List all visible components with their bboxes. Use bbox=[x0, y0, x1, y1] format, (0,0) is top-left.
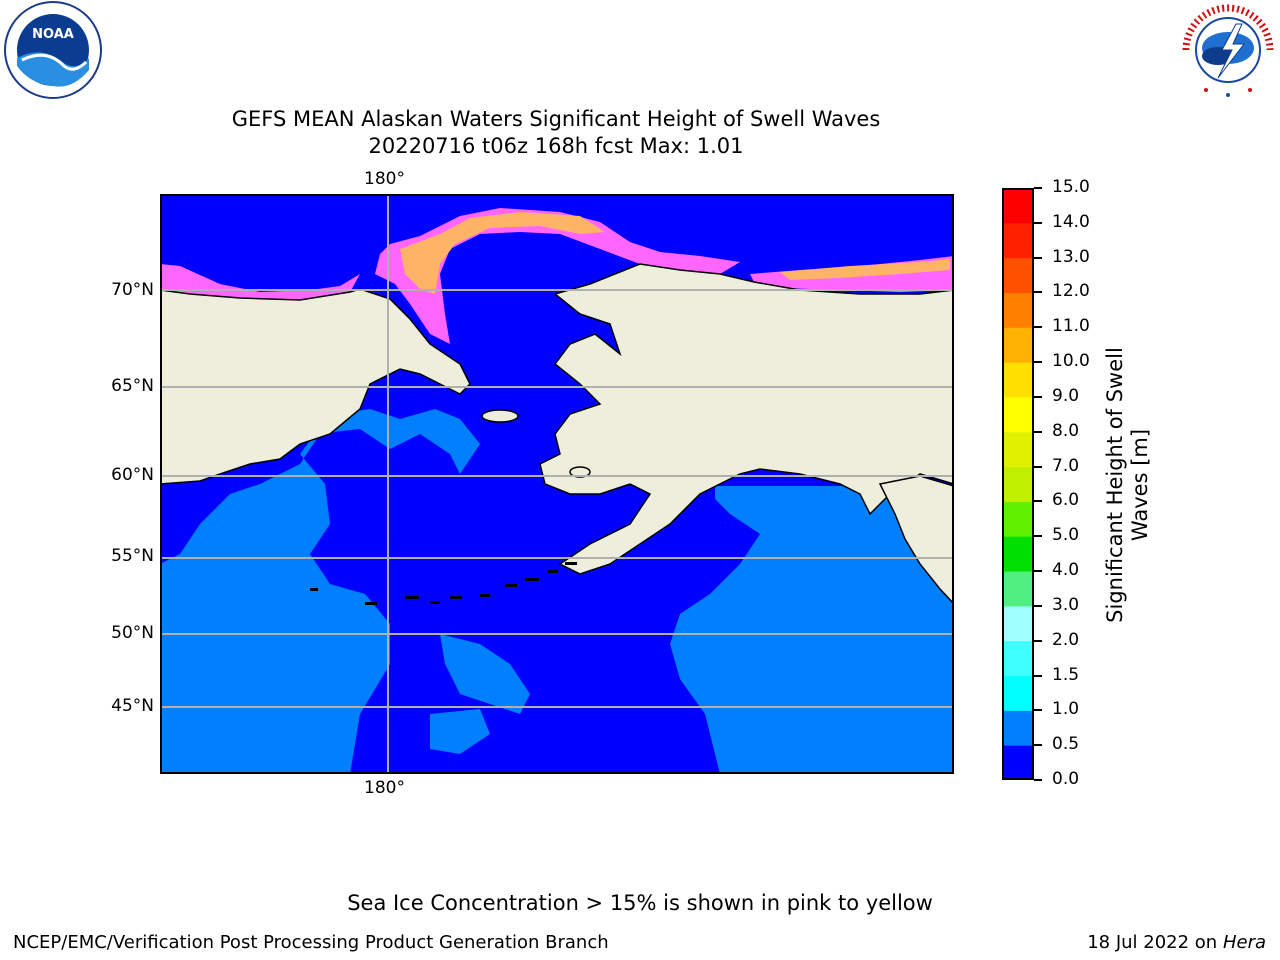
colorbar-frame bbox=[1002, 188, 1034, 780]
colorbar-label: Significant Height of Swell Waves [m] bbox=[1103, 347, 1152, 623]
colorbar-tick-label: 9.0 bbox=[1052, 385, 1080, 406]
colorbar-tick-label: 7.0 bbox=[1052, 455, 1080, 476]
colorbar-tick-mark bbox=[1034, 535, 1042, 538]
map-frame bbox=[160, 194, 954, 774]
colorbar-segment bbox=[1002, 257, 1034, 293]
colorbar-segment bbox=[1002, 605, 1034, 642]
colorbar-tick-mark bbox=[1034, 395, 1042, 398]
colorbar-tick-label: 1.0 bbox=[1052, 699, 1080, 720]
colorbar-tick-label: 4.0 bbox=[1052, 560, 1080, 581]
colorbar-segment bbox=[1002, 501, 1034, 537]
lat-label-60: 60°N bbox=[111, 465, 154, 485]
colorbar-tick-label: 14.0 bbox=[1052, 211, 1090, 232]
colorbar-tick-mark bbox=[1034, 291, 1042, 294]
land-alaska bbox=[539, 263, 955, 575]
lat-label-70: 70°N bbox=[111, 280, 154, 300]
colorbar-tick-label: 0.5 bbox=[1052, 734, 1080, 755]
colorbar-tick-label: 15.0 bbox=[1052, 177, 1090, 197]
ocean-light-south bbox=[430, 709, 490, 754]
colorbar-tick-label: 1.5 bbox=[1052, 664, 1080, 685]
colorbar-tick-mark bbox=[1034, 187, 1042, 189]
colorbar-tick-mark bbox=[1034, 570, 1042, 573]
colorbar-segment bbox=[1002, 188, 1034, 224]
st-lawrence-island bbox=[481, 409, 519, 423]
colorbar-segment bbox=[1002, 536, 1034, 572]
colorbar bbox=[1002, 188, 1034, 781]
colorbar-segment bbox=[1002, 710, 1034, 746]
lat-label-65: 65°N bbox=[111, 376, 154, 396]
colorbar-tick-mark bbox=[1034, 430, 1042, 433]
chart-title: GEFS MEAN Alaskan Waters Significant Hei… bbox=[231, 107, 881, 131]
colorbar-tick-label: 6.0 bbox=[1052, 490, 1080, 511]
colorbar-tick-mark bbox=[1034, 674, 1042, 677]
lat-label-50: 50°N bbox=[111, 623, 154, 643]
footer-host: Hera bbox=[1222, 932, 1266, 953]
sea-ice-beaufort-orange bbox=[780, 259, 950, 280]
map-panel bbox=[159, 194, 955, 774]
colorbar-segment bbox=[1002, 675, 1034, 711]
colorbar-segment bbox=[1002, 362, 1034, 398]
colorbar-tick-mark bbox=[1034, 709, 1042, 712]
footer-producer: NCEP/EMC/Verification Post Processing Pr… bbox=[13, 932, 609, 953]
colorbar-segment bbox=[1002, 396, 1034, 433]
sea-ice-chukchi-orange bbox=[400, 212, 605, 294]
nws-logo bbox=[1178, 0, 1278, 100]
colorbar-tick-label: 13.0 bbox=[1052, 246, 1090, 267]
colorbar-tick-label: 5.0 bbox=[1052, 525, 1080, 546]
colorbar-tick-mark bbox=[1034, 604, 1042, 607]
colorbar-segment bbox=[1002, 571, 1034, 607]
colorbar-segment bbox=[1002, 431, 1034, 468]
colorbar-tick-mark bbox=[1034, 326, 1042, 329]
colorbar-tick-label: 8.0 bbox=[1052, 420, 1080, 441]
colorbar-tick-mark bbox=[1034, 361, 1042, 364]
lat-label-45: 45°N bbox=[111, 696, 154, 716]
colorbar-tick-label: 11.0 bbox=[1052, 316, 1090, 337]
noaa-logo-text: NOAA bbox=[32, 27, 74, 42]
footer-date-text: 18 Jul 2022 on bbox=[1087, 932, 1223, 953]
colorbar-tick-mark bbox=[1034, 744, 1042, 747]
lon-label-top: 180° bbox=[364, 169, 405, 189]
colorbar-tick-mark bbox=[1034, 465, 1042, 468]
ocean-light-west bbox=[160, 409, 480, 774]
colorbar-tick-mark bbox=[1034, 256, 1042, 259]
colorbar-segment bbox=[1002, 222, 1034, 259]
footer-date: 18 Jul 2022 on Hera bbox=[1087, 932, 1266, 953]
colorbar-segment bbox=[1002, 292, 1034, 328]
colorbar-tick-label: 0.0 bbox=[1052, 769, 1080, 789]
colorbar-tick-mark bbox=[1034, 779, 1042, 781]
map-svg bbox=[159, 194, 955, 774]
colorbar-tick-label: 3.0 bbox=[1052, 594, 1080, 615]
colorbar-tick-mark bbox=[1034, 639, 1042, 642]
colorbar-tick-mark bbox=[1034, 221, 1042, 224]
colorbar-segment bbox=[1002, 640, 1034, 677]
graticule bbox=[160, 194, 954, 774]
aleutian-islands bbox=[310, 562, 577, 605]
ocean-light-center bbox=[440, 634, 530, 714]
noaa-logo: NOAA bbox=[2, 0, 104, 100]
chart-subtitle: 20220716 t06z 168h fcst Max: 1.01 bbox=[368, 134, 744, 158]
colorbar-tick-mark bbox=[1034, 500, 1042, 503]
land-canada bbox=[878, 475, 955, 606]
colorbar-segment bbox=[1002, 745, 1034, 781]
sea-ice-note: Sea Ice Concentration > 15% is shown in … bbox=[347, 891, 933, 915]
colorbar-segment bbox=[1002, 466, 1034, 502]
colorbar-tick-label: 10.0 bbox=[1052, 351, 1090, 372]
colorbar-tick-label: 12.0 bbox=[1052, 281, 1090, 302]
lon-label-bottom: 180° bbox=[364, 778, 405, 798]
lat-label-55: 55°N bbox=[111, 546, 154, 566]
colorbar-tick-label: 2.0 bbox=[1052, 629, 1080, 650]
colorbar-segment bbox=[1002, 327, 1034, 363]
